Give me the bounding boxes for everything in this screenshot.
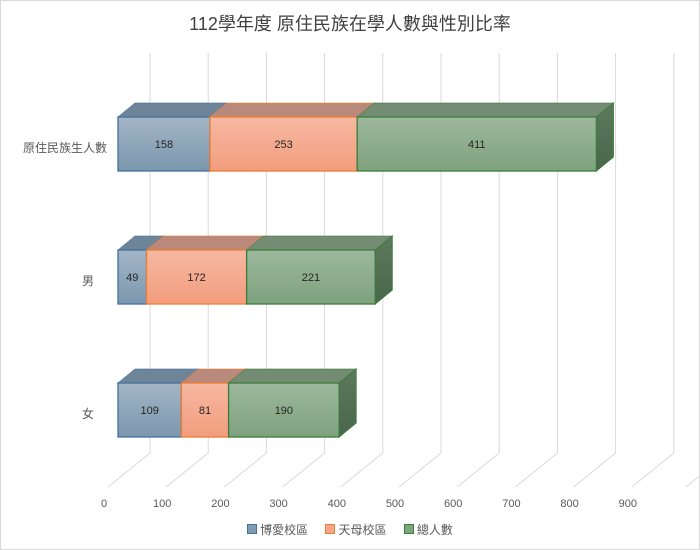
bar-segment[interactable] [209,116,358,172]
x-tick-label: 500 [386,498,404,510]
x-tick-label: 300 [269,498,287,510]
floor-lines [107,452,700,488]
bar-top-face [145,235,266,251]
data-label: 158 [155,139,173,151]
category-label: 男 [82,274,94,288]
data-label: 253 [274,139,292,151]
legend-swatch-tianmu [325,524,336,534]
legend-item-tianmu[interactable]: 天母校區 [325,521,387,538]
bar-side-face [595,101,614,173]
legend: 博愛校區 天母校區 總人數 [0,521,700,538]
legend-swatch-total [403,524,414,534]
bar-top-face [227,368,358,384]
data-label: 49 [126,272,138,284]
bar-top-face [355,102,615,118]
bar-top-face [116,102,229,118]
data-label: 172 [187,272,205,284]
data-label: 109 [141,405,159,417]
x-tick-label: 200 [211,498,229,510]
data-label: 411 [468,139,486,151]
category-label: 女 [82,406,94,421]
x-tick-label: 400 [328,498,346,510]
bar-segment[interactable] [180,382,230,438]
chart-title: 112學年度 原住民族在學人數與性別比率 [189,14,511,34]
x-axis-tick-labels: 0 100 200 300 400 500 600 700 800 900 [101,498,637,510]
data-label: 81 [199,405,211,417]
category-label: 原住民族生人數 [23,141,107,155]
bar-top-face [245,235,394,251]
data-label: 190 [275,405,293,417]
bar-segment[interactable] [356,116,598,172]
bar-side-face [338,367,357,439]
bar-segment[interactable] [117,116,211,172]
legend-item-boai[interactable]: 博愛校區 [247,521,308,538]
bar-series: 158 253 411 49 172 221 109 81 190 [116,101,615,439]
bar-segment[interactable] [227,382,340,438]
bar-top-face [208,102,376,118]
x-tick-label: 800 [560,498,578,510]
bar-segment[interactable] [117,249,148,305]
bar-side-face [374,234,393,306]
x-tick-label: 600 [444,498,462,510]
bar-segment[interactable] [145,249,248,305]
legend-swatch-boai [247,524,258,534]
x-tick-label: 700 [502,498,520,510]
x-tick-label: 0 [101,498,107,510]
x-tick-label: 100 [153,498,171,510]
legend-item-total[interactable]: 總人數 [403,521,453,538]
data-label: 221 [302,272,320,284]
x-tick-label: 900 [619,498,637,510]
